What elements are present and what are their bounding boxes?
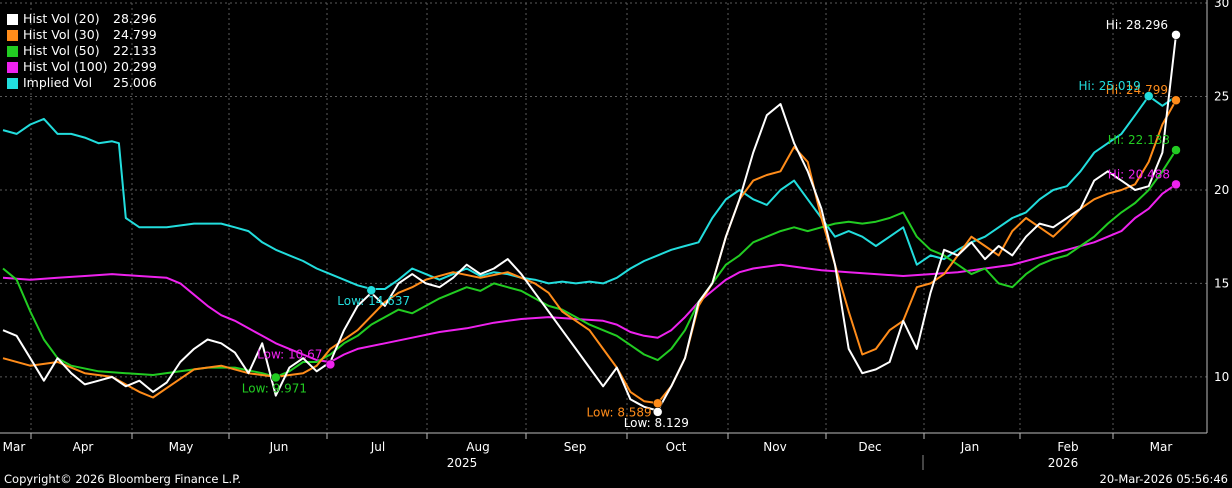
legend-item-3[interactable]: Hist Vol (100) 20.299 (7, 59, 157, 75)
annotation-marker-9 (366, 285, 377, 295)
x-tick-label-0: Mar (3, 440, 26, 454)
y-tick-label-25: 25 (1214, 89, 1229, 103)
copyright-text: Copyright© 2026 Bloomberg Finance L.P. (4, 472, 241, 486)
annotation-label-7: Low: 10.67 (257, 347, 322, 361)
legend-swatch-4 (7, 77, 18, 89)
annotation-label-8: Hi: 25.019 (1079, 79, 1141, 93)
legend: Hist Vol (20) 28.296 Hist Vol (30) 24.79… (7, 11, 157, 91)
legend-label-4: Implied Vol (23, 75, 93, 90)
annotation-label-1: Low: 8.129 (624, 416, 689, 430)
legend-swatch-3 (7, 61, 18, 73)
annotation-marker-7 (325, 359, 336, 370)
timestamp-text: 20-Mar-2026 05:56:46 (1099, 472, 1228, 486)
annotation-marker-2 (1171, 95, 1181, 105)
legend-swatch-0 (7, 13, 18, 25)
x-tick-label-12: Mar (1150, 440, 1173, 454)
annotation-label-0: Hi: 28.296 (1106, 18, 1168, 32)
legend-item-4[interactable]: Implied Vol 25.006 (7, 75, 157, 91)
x-tick-label-3: Jun (269, 440, 289, 454)
series-line-hist-vol-30- (2, 99, 1177, 405)
annotation-marker-0 (1171, 30, 1181, 40)
series-line-hist-vol-50- (2, 149, 1177, 378)
annotation-marker-4 (1171, 145, 1181, 155)
legend-swatch-2 (7, 45, 18, 57)
series-line-hist-vol-100- (2, 183, 1177, 363)
legend-item-2[interactable]: Hist Vol (50) 22.133 (7, 43, 157, 59)
annotation-marker-5 (271, 372, 281, 383)
legend-value-3: 20.299 (113, 59, 157, 74)
annotation-label-4: Hi: 22.133 (1108, 133, 1170, 147)
legend-label-1: Hist Vol (30) (23, 27, 100, 42)
annotation-label-9: Low: 14.637 (337, 294, 410, 308)
legend-value-1: 24.799 (113, 27, 157, 42)
year-label-2025: 2025 (447, 456, 478, 470)
y-tick-label-15: 15 (1214, 276, 1229, 290)
x-tick-label-6: Sep (564, 440, 587, 454)
annotation-marker-3 (652, 398, 663, 409)
legend-item-0[interactable]: Hist Vol (20) 28.296 (7, 11, 157, 27)
legend-value-0: 28.296 (113, 11, 157, 26)
x-tick-label-11: Feb (1057, 440, 1078, 454)
legend-label-2: Hist Vol (50) (23, 43, 100, 58)
y-tick-label-20: 20 (1214, 183, 1229, 197)
annotation-label-6: Hi: 20.488 (1108, 167, 1170, 181)
legend-label-0: Hist Vol (20) (23, 11, 100, 26)
year-label-2026: 2026 (1048, 456, 1079, 470)
annotation-marker-8 (1143, 91, 1154, 101)
y-tick-label-30: 30 (1214, 0, 1229, 10)
x-tick-label-10: Jan (960, 440, 980, 454)
legend-swatch-1 (7, 29, 18, 41)
annotation-marker-6 (1171, 179, 1181, 190)
legend-value-4: 25.006 (113, 75, 157, 90)
x-tick-label-9: Dec (858, 440, 881, 454)
annotation-label-5: Low: 9.971 (242, 381, 307, 395)
series-line-implied-vol (2, 95, 1177, 290)
y-tick-label-10: 10 (1214, 370, 1229, 384)
legend-value-2: 22.133 (113, 43, 157, 58)
x-tick-label-5: Aug (466, 440, 489, 454)
legend-label-3: Hist Vol (100) (23, 59, 108, 74)
x-tick-label-1: Apr (73, 440, 94, 454)
x-tick-label-4: Jul (370, 440, 385, 454)
x-tick-label-2: May (169, 440, 194, 454)
x-tick-label-8: Nov (763, 440, 786, 454)
legend-item-1[interactable]: Hist Vol (30) 24.799 (7, 27, 157, 43)
x-tick-label-7: Oct (666, 440, 687, 454)
series-line-hist-vol-20- (2, 34, 1177, 412)
annotation-label-3: Low: 8.589 (587, 405, 652, 419)
